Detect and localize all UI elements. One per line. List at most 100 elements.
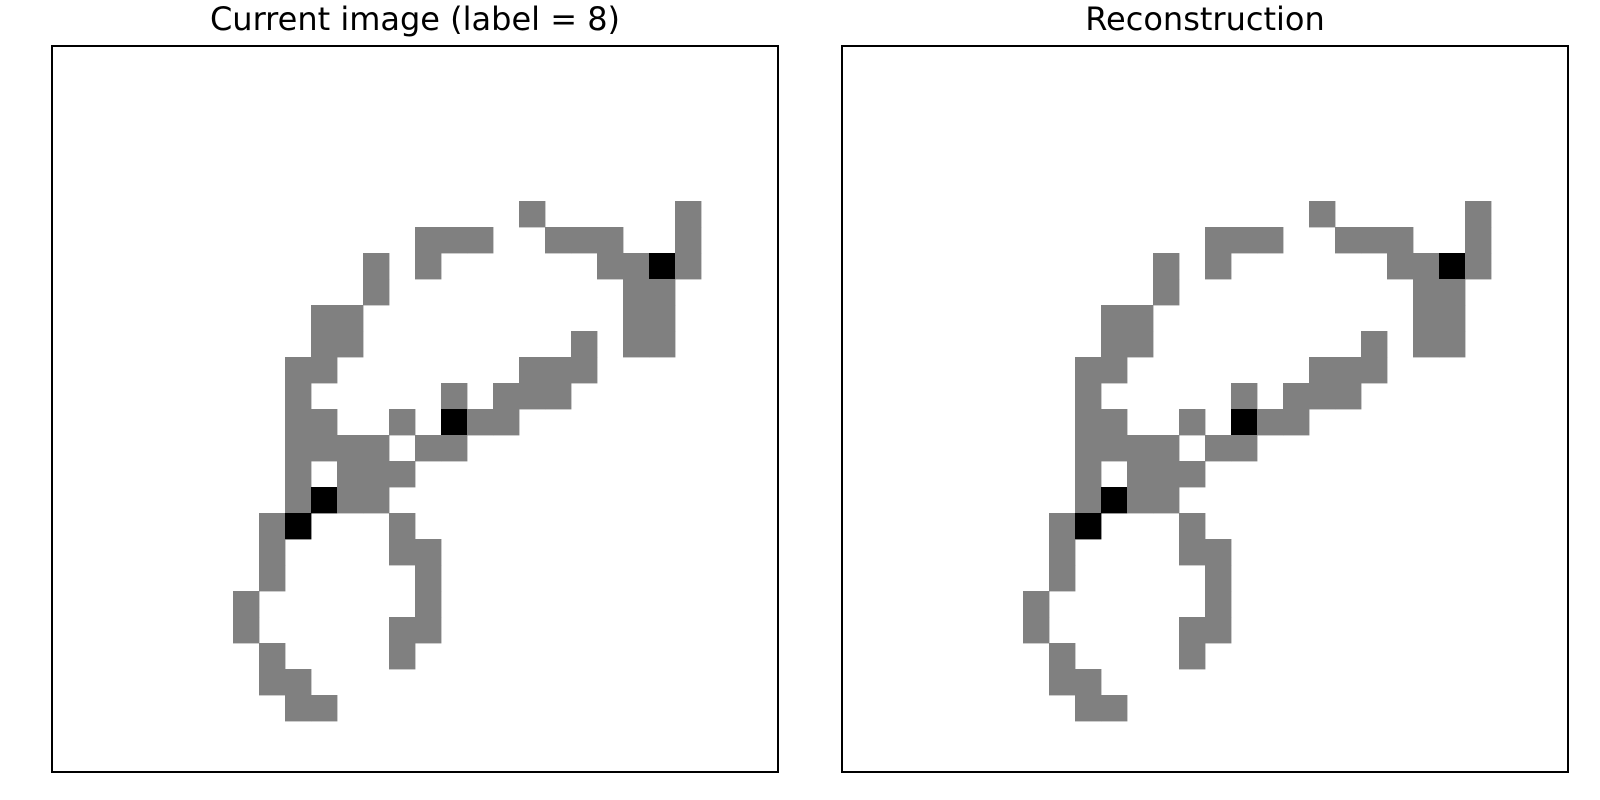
heatmap-cell xyxy=(1179,643,1206,670)
heatmap-cell xyxy=(1049,513,1076,540)
heatmap-cell xyxy=(1075,357,1102,384)
heatmap-cell xyxy=(441,435,468,462)
heatmap-cell xyxy=(363,435,390,462)
heatmap-cell xyxy=(1023,591,1050,618)
heatmap-cell xyxy=(233,591,260,618)
heatmap-cell xyxy=(1205,565,1232,592)
heatmap-cell xyxy=(337,461,364,488)
heatmap-cell xyxy=(1205,591,1232,618)
heatmap-cell xyxy=(623,331,650,358)
heatmap-cell xyxy=(467,409,494,436)
heatmap-cell xyxy=(415,539,442,566)
plot-frame xyxy=(841,45,1569,773)
heatmap-cell xyxy=(337,487,364,514)
heatmap-cell xyxy=(1153,435,1180,462)
heatmap-cell xyxy=(389,617,416,644)
heatmap-cell xyxy=(1439,253,1466,280)
heatmap-cell xyxy=(363,461,390,488)
heatmap-cell xyxy=(1127,461,1154,488)
heatmap-cell xyxy=(311,409,338,436)
heatmap-cell xyxy=(1075,409,1102,436)
heatmap-cell xyxy=(1075,461,1102,488)
heatmap-cell xyxy=(1231,227,1258,254)
heatmap-cell xyxy=(337,435,364,462)
heatmap-cell xyxy=(363,279,390,306)
heatmap-cell xyxy=(1231,435,1258,462)
heatmap-cell xyxy=(1101,435,1128,462)
heatmap-cell xyxy=(1205,617,1232,644)
heatmap-cell xyxy=(1335,227,1362,254)
heatmap-cell xyxy=(1205,435,1232,462)
heatmap-cell xyxy=(675,227,702,254)
heatmap-cell xyxy=(389,643,416,670)
heatmap-cell xyxy=(597,253,624,280)
heatmap-cell xyxy=(1153,253,1180,280)
heatmap-cell xyxy=(1335,383,1362,410)
heatmap-cell xyxy=(1075,513,1102,540)
heatmap-cell xyxy=(1335,357,1362,384)
heatmap-cell xyxy=(1127,487,1154,514)
heatmap-cell xyxy=(311,487,338,514)
heatmap-cell xyxy=(389,461,416,488)
heatmap-cell xyxy=(1309,383,1336,410)
heatmap-cell xyxy=(519,383,546,410)
heatmap-cell xyxy=(1413,305,1440,332)
heatmap-cell xyxy=(285,487,312,514)
heatmap-cell xyxy=(311,695,338,722)
heatmap-cell xyxy=(1439,279,1466,306)
reconstruction-heatmap xyxy=(841,45,1569,773)
heatmap-cell xyxy=(1205,539,1232,566)
heatmap-cell xyxy=(1179,539,1206,566)
heatmap-cell xyxy=(649,253,676,280)
heatmap-cell xyxy=(311,357,338,384)
heatmap-cell xyxy=(259,513,286,540)
heatmap-cell xyxy=(649,305,676,332)
heatmap-cell xyxy=(259,539,286,566)
heatmap-cell xyxy=(285,669,312,696)
reconstruction-plot xyxy=(841,45,1569,773)
heatmap-cell xyxy=(519,201,546,228)
heatmap-cell xyxy=(1101,331,1128,358)
heatmap-cell xyxy=(389,409,416,436)
heatmap-cell xyxy=(1179,461,1206,488)
heatmap-cell xyxy=(1127,435,1154,462)
heatmap-cell xyxy=(1309,357,1336,384)
heatmap-cell xyxy=(493,383,520,410)
heatmap-cell xyxy=(1283,409,1310,436)
heatmap-cell xyxy=(259,565,286,592)
heatmap-cell xyxy=(1465,253,1492,280)
heatmap-cell xyxy=(1075,695,1102,722)
heatmap-cell xyxy=(1101,357,1128,384)
heatmap-cell xyxy=(415,227,442,254)
heatmap-cell xyxy=(623,279,650,306)
current-image-panel: Current image (label = 8) xyxy=(51,0,779,800)
heatmap-cell xyxy=(1309,201,1336,228)
heatmap-cell xyxy=(1179,513,1206,540)
heatmap-cell xyxy=(675,253,702,280)
heatmap-cell xyxy=(467,227,494,254)
heatmap-cell xyxy=(259,643,286,670)
heatmap-cell xyxy=(1101,487,1128,514)
heatmap-cell xyxy=(493,409,520,436)
heatmap-cell xyxy=(233,617,260,644)
heatmap-cell xyxy=(1179,409,1206,436)
current-image-plot xyxy=(51,45,779,773)
heatmap-cell xyxy=(1205,253,1232,280)
heatmap-cell xyxy=(597,227,624,254)
heatmap-cell xyxy=(1153,279,1180,306)
heatmap-cell xyxy=(1361,331,1388,358)
reconstruction-panel: Reconstruction xyxy=(841,0,1569,800)
heatmap-cell xyxy=(1231,383,1258,410)
heatmap-cell xyxy=(415,565,442,592)
heatmap-cell xyxy=(519,357,546,384)
heatmap-cell xyxy=(571,227,598,254)
heatmap-cell xyxy=(1361,227,1388,254)
heatmap-cell xyxy=(1231,409,1258,436)
heatmap-cell xyxy=(1465,201,1492,228)
heatmap-cell xyxy=(1257,227,1284,254)
heatmap-cell xyxy=(571,331,598,358)
heatmap-cell xyxy=(1361,357,1388,384)
heatmap-cell xyxy=(1075,669,1102,696)
heatmap-cell xyxy=(1153,487,1180,514)
heatmap-cell xyxy=(649,279,676,306)
